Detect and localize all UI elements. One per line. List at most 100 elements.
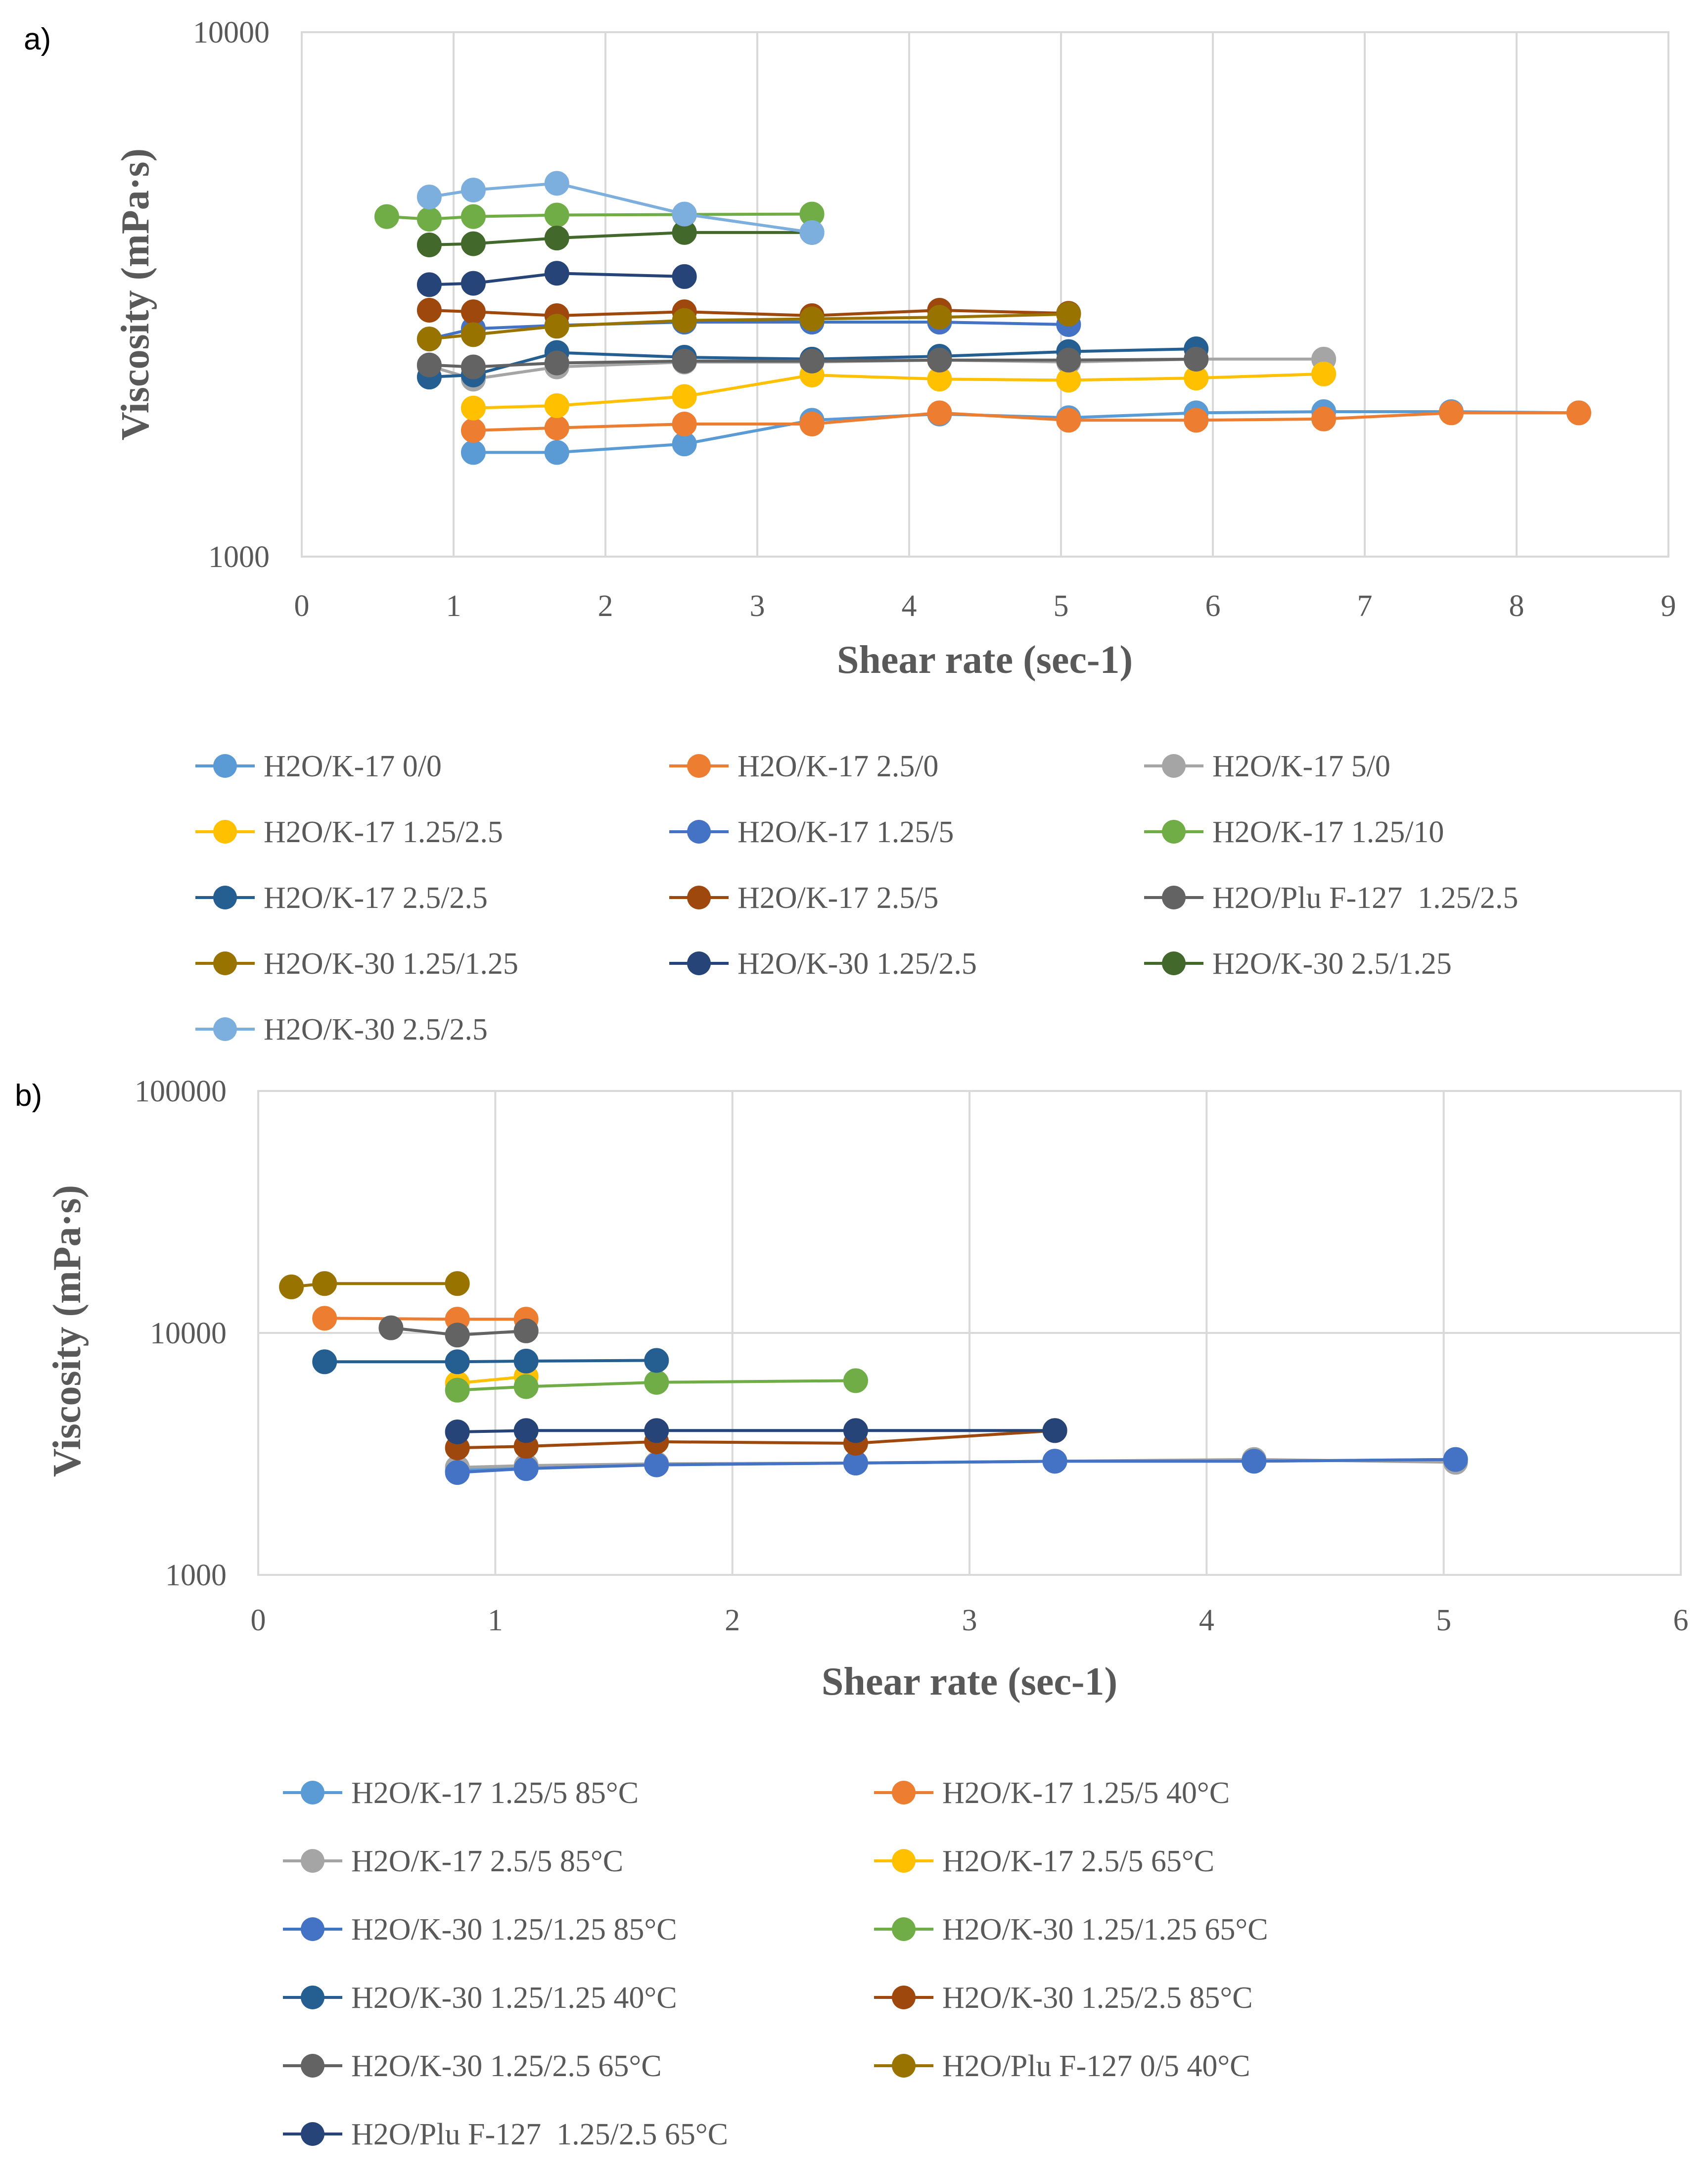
data-point	[416, 297, 442, 323]
x-tick-label: 8	[1509, 589, 1524, 623]
legend-label: H2O/K-30 1.25/1.25 40°C	[351, 1981, 677, 2015]
x-tick-label: 4	[1199, 1604, 1214, 1637]
data-point	[1438, 400, 1464, 426]
legend-item: H2O/K-17 1.25/5 85°C	[283, 1776, 639, 1810]
series-13	[416, 171, 825, 245]
legend-label: H2O/Plu F-127 1.25/2.5	[1212, 881, 1518, 915]
legend-label: H2O/K-30 1.25/1.25	[264, 947, 518, 981]
legend-label: H2O/K-17 2.5/2.5	[264, 881, 488, 915]
data-point	[544, 314, 569, 339]
data-point	[513, 1456, 539, 1481]
series-line	[457, 1379, 856, 1392]
panel-label-a: a)	[24, 22, 51, 56]
x-tick-label: 2	[725, 1604, 740, 1637]
data-point	[312, 1271, 337, 1296]
legend-label: H2O/K-30 2.5/2.5	[264, 1013, 488, 1046]
series-5	[445, 1447, 1468, 1485]
data-point	[513, 1348, 539, 1374]
legend-item: H2O/K-17 0/0	[195, 750, 442, 783]
series-line	[429, 231, 812, 246]
legend-item: H2O/Plu F-127 0/5 40°C	[874, 2049, 1250, 2083]
legend-label: H2O/K-30 2.5/1.25	[1212, 947, 1452, 981]
legend-item: H2O/K-30 1.25/1.25 40°C	[283, 1981, 677, 2015]
data-point	[461, 231, 486, 256]
legend-marker-swatch	[687, 820, 711, 844]
data-point	[445, 1460, 470, 1485]
series-group-b	[279, 1271, 1468, 1485]
series-line	[386, 212, 812, 221]
legend-marker-swatch	[1162, 820, 1186, 844]
series-line	[457, 1429, 1055, 1450]
legend-item: H2O/K-30 1.25/2.5	[669, 947, 977, 981]
data-point	[513, 1418, 539, 1443]
y-tick-label: 1000	[165, 1559, 227, 1592]
data-point	[445, 1377, 470, 1403]
y-tick-label: 10000	[193, 16, 270, 49]
legend-item: H2O/Plu F-127 1.25/2.5	[1144, 881, 1518, 915]
data-point	[544, 261, 569, 286]
series-2	[461, 400, 1591, 443]
data-point	[799, 348, 825, 374]
x-tick-label: 1	[446, 589, 462, 623]
data-point	[544, 440, 569, 465]
legend-marker-swatch	[213, 951, 237, 975]
legend-marker-swatch	[687, 754, 711, 778]
legend-label: H2O/K-17 1.25/10	[1212, 815, 1444, 849]
data-point	[416, 232, 442, 257]
series-line	[429, 182, 812, 234]
data-point	[461, 178, 486, 203]
series-line	[473, 411, 1579, 432]
chart-panel-a: a) 0 1 2 3 4 5 6 7 8 9 1000 10000 Shear rate (sec-…	[24, 16, 1676, 1046]
x-tick-label: 5	[1436, 1604, 1451, 1637]
legend-label: H2O/K-17 1.25/2.5	[264, 815, 503, 849]
data-point	[1042, 1449, 1067, 1474]
legend-item: H2O/K-17 2.5/2.5	[195, 881, 488, 915]
x-tick-label: 2	[598, 589, 613, 623]
legend-item: H2O/K-30 1.25/1.25	[195, 947, 518, 981]
legend-marker-swatch	[301, 2054, 324, 2078]
legend-item: H2O/K-30 1.25/2.5 65°C	[283, 2049, 662, 2083]
x-tick-label: 0	[294, 589, 310, 623]
x-axis-title-a: Shear rate (sec-1)	[837, 638, 1133, 682]
legend-marker-swatch	[892, 1781, 916, 1804]
legend-item: H2O/K-30 2.5/2.5	[195, 1013, 488, 1046]
legend-label: H2O/K-17 2.5/0	[738, 750, 938, 783]
data-point	[374, 204, 399, 229]
legend-marker-swatch	[213, 886, 237, 909]
series-line	[457, 1429, 1055, 1433]
data-point	[672, 264, 697, 289]
legend-a: H2O/K-17 0/0 H2O/K-17 2.5/0 H2O/K-17 5/0 H2…	[195, 750, 1518, 1046]
data-point	[644, 1452, 669, 1477]
legend-marker-swatch	[687, 951, 711, 975]
legend-item: H2O/K-17 2.5/5 85°C	[283, 1845, 623, 1878]
x-tick-label: 4	[902, 589, 917, 623]
data-point	[513, 1318, 539, 1343]
series-line	[457, 1458, 1456, 1474]
data-point	[461, 418, 486, 443]
legend-item: H2O/K-30 1.25/2.5 85°C	[874, 1981, 1253, 2015]
data-point	[461, 271, 486, 296]
data-point	[1184, 408, 1209, 433]
series-line	[324, 1359, 657, 1364]
data-point	[799, 411, 825, 436]
legend-item: H2O/Plu F-127 1.25/2.5 65°C	[283, 2118, 728, 2151]
legend-item: H2O/K-17 1.25/5	[669, 815, 954, 849]
legend-label: H2O/K-30 1.25/1.25 65°C	[942, 1913, 1268, 1946]
data-point	[1042, 1418, 1067, 1443]
data-point	[461, 204, 486, 229]
data-point	[927, 305, 952, 330]
legend-label: H2O/K-30 1.25/1.25 85°C	[351, 1913, 677, 1946]
legend-item: H2O/K-17 2.5/5	[669, 881, 938, 915]
legend-b: H2O/K-17 1.25/5 85°C H2O/K-17 1.25/5 40°C…	[283, 1776, 1268, 2151]
x-tick-labels-a: 0 1 2 3 4 5 6 7 8 9	[294, 589, 1676, 623]
data-point	[378, 1315, 404, 1340]
x-tick-label: 6	[1673, 1604, 1689, 1637]
legend-item: H2O/K-17 1.25/5 40°C	[874, 1776, 1230, 1810]
data-point	[843, 1418, 868, 1443]
data-point	[644, 1348, 669, 1373]
legend-item: H2O/K-30 2.5/1.25	[1144, 947, 1452, 981]
series-10	[416, 301, 1081, 352]
legend-marker-swatch	[1162, 754, 1186, 778]
chart-panel-b: b) 0 1 2 3 4 5 6 1000 10000 100000 Shear rate (s…	[15, 1075, 1689, 2151]
